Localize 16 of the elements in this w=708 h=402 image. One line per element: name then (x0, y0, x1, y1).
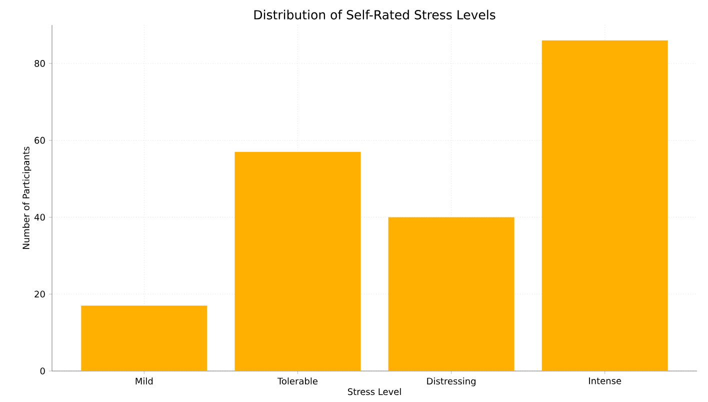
y-tick-label: 80 (34, 60, 45, 67)
x-tick-label: Mild (136, 378, 153, 384)
x-tick-label: Intense (589, 378, 622, 384)
chart-title: Distribution of Self-Rated Stress Levels (254, 10, 496, 20)
bar (388, 217, 514, 371)
y-tick-label: 60 (34, 136, 45, 144)
x-tick-label: Distressing (427, 378, 476, 386)
bar (542, 40, 668, 371)
bar (81, 306, 208, 371)
x-tick-label: Tolerable (277, 378, 318, 384)
y-tick-label: 0 (40, 368, 45, 374)
x-axis-title: Stress Level (348, 388, 401, 396)
y-axis-title: Number of Participants (22, 146, 32, 249)
y-tick-label: 20 (34, 290, 45, 298)
y-tick-label: 40 (34, 214, 45, 221)
bar (234, 152, 361, 371)
